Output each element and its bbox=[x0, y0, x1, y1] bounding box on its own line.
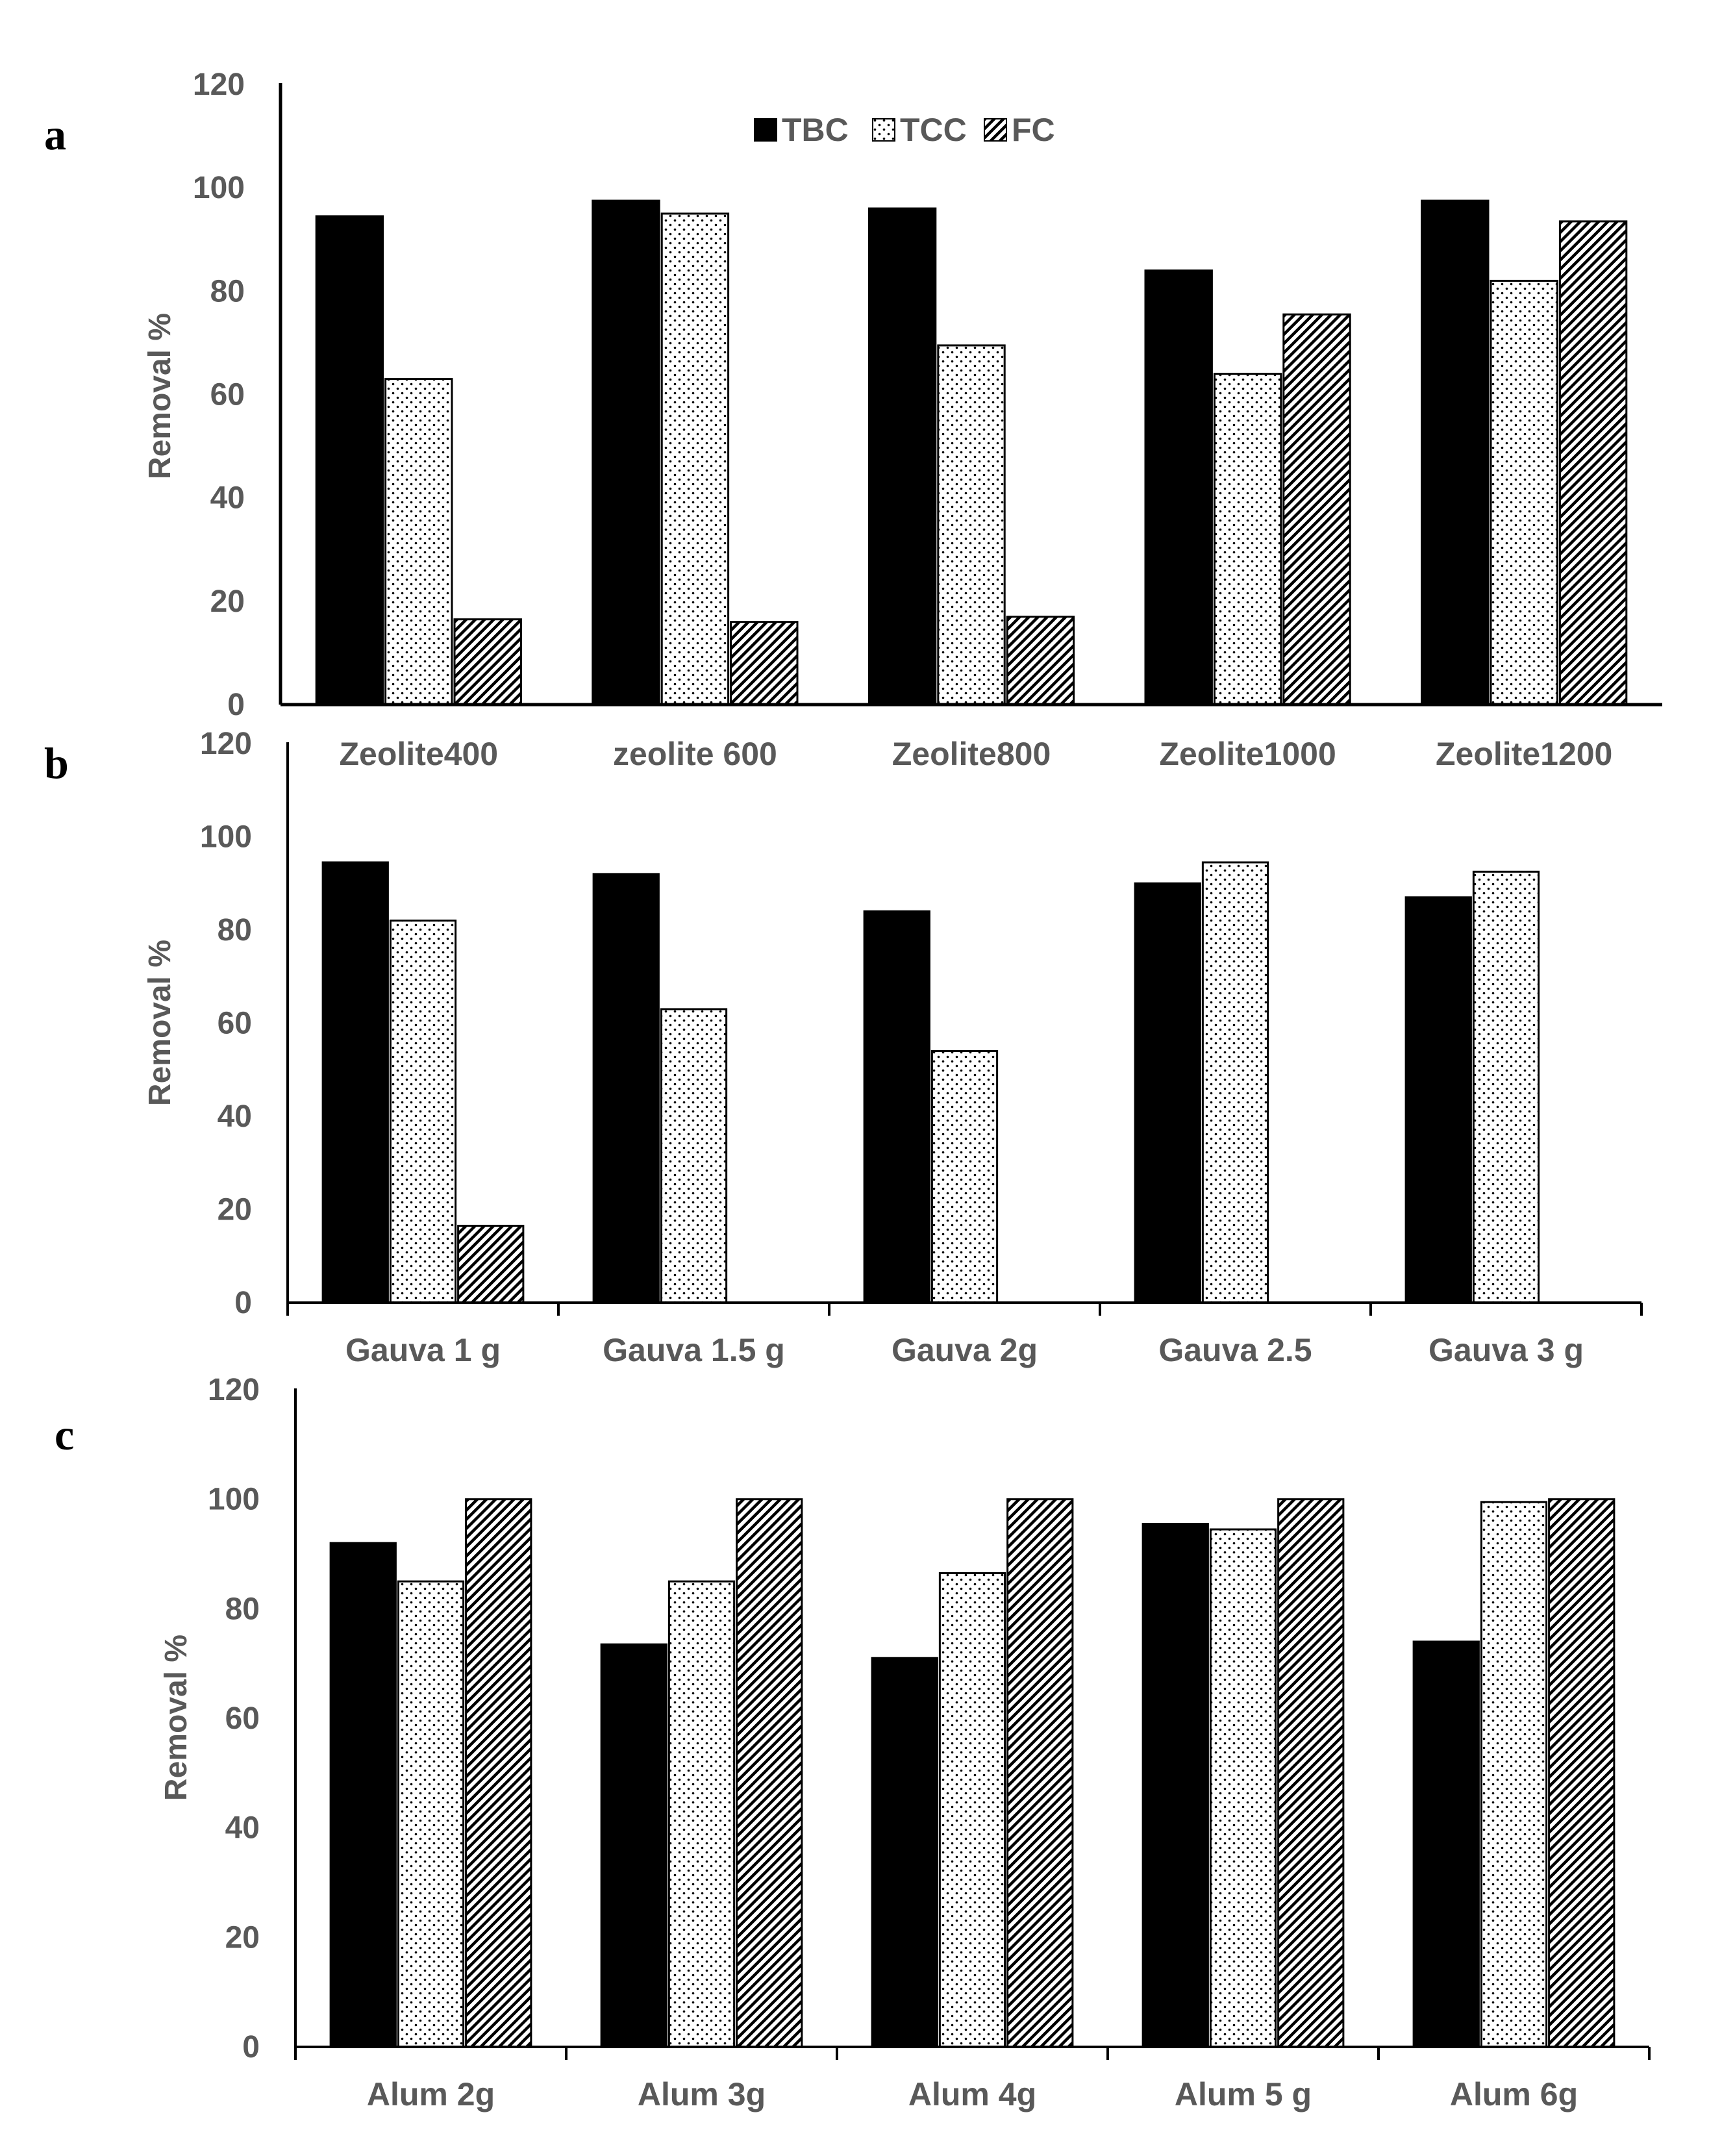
bar-fc bbox=[736, 1498, 803, 2048]
bar-tbc bbox=[592, 873, 660, 1304]
x-category-label: Gauva 3 g bbox=[1428, 1332, 1584, 1368]
y-tick-label: 100 bbox=[208, 1483, 260, 1517]
bar-tcc bbox=[1209, 1528, 1277, 2048]
x-category-label: Gauva 1.5 g bbox=[603, 1332, 785, 1368]
x-category-label: Alum 4g bbox=[908, 2076, 1036, 2112]
y-axis-label: Removal % bbox=[143, 313, 177, 479]
y-tick-label: 60 bbox=[218, 1007, 252, 1041]
bar-tbc bbox=[600, 1643, 667, 2048]
legend-swatch-tbc bbox=[754, 118, 777, 142]
x-category-label: zeolite 600 bbox=[613, 736, 777, 772]
y-tick-label: 120 bbox=[200, 727, 252, 761]
x-category-label: Gauva 2g bbox=[892, 1332, 1038, 1368]
bar-tcc bbox=[1213, 373, 1282, 706]
bar-fc bbox=[1277, 1498, 1345, 2048]
bar-tcc bbox=[384, 378, 453, 706]
x-category-label: Alum 6g bbox=[1450, 2076, 1578, 2112]
y-tick-label: 20 bbox=[218, 1193, 252, 1227]
x-category-label: Zeolite1000 bbox=[1159, 736, 1336, 772]
bar-tbc bbox=[1134, 882, 1201, 1304]
x-category-label: Gauva 2.5 bbox=[1158, 1332, 1312, 1368]
x-category-label: Alum 5 g bbox=[1175, 2076, 1312, 2112]
bar-tbc bbox=[871, 1657, 938, 2048]
bar-tcc bbox=[389, 920, 457, 1304]
chart-panel-c: 0 20 40 60 80 100 120 Removal % Alum 2g Alum 3g Al… bbox=[159, 1373, 1651, 2112]
bar-fc bbox=[1282, 313, 1351, 706]
legend-item-tbc: TBC bbox=[754, 112, 849, 148]
bar-tcc bbox=[938, 1572, 1006, 2048]
bar-tcc bbox=[667, 1580, 736, 2048]
chart-panel-a: 0 20 40 60 80 100 120 Removal % Zeolite400 zeolit… bbox=[143, 68, 1662, 772]
y-tick-label: 80 bbox=[218, 913, 252, 947]
legend-label-tcc: TCC bbox=[900, 112, 967, 148]
bar-tbc bbox=[863, 910, 930, 1304]
bar-tbc bbox=[1421, 199, 1490, 706]
bar-tcc bbox=[1201, 861, 1269, 1304]
bar-tcc bbox=[1480, 1501, 1548, 2048]
bar-tcc bbox=[1472, 870, 1540, 1304]
bar-fc bbox=[457, 1225, 525, 1304]
bar-tbc bbox=[329, 1542, 397, 2048]
y-tick-label: 80 bbox=[225, 1592, 260, 1626]
x-category-label: Zeolite800 bbox=[892, 736, 1051, 772]
y-tick-label: 20 bbox=[225, 1920, 260, 1955]
legend-swatch-fc bbox=[984, 118, 1007, 142]
y-tick-label: 60 bbox=[210, 378, 245, 412]
panel-letter-c: c bbox=[55, 1410, 74, 1459]
bar-tbc bbox=[1141, 1523, 1209, 2048]
bar-fc bbox=[465, 1498, 532, 2048]
bar-fc bbox=[1006, 1498, 1074, 2048]
bar-tbc bbox=[315, 215, 384, 706]
y-tick-label: 0 bbox=[227, 688, 245, 722]
y-axis-label: Removal % bbox=[159, 1635, 193, 1801]
x-category-label: Zeolite400 bbox=[340, 736, 499, 772]
x-category-label: Alum 2g bbox=[367, 2076, 495, 2112]
bar-fc bbox=[1558, 220, 1628, 706]
bar-tcc bbox=[397, 1580, 465, 2048]
y-tick-label: 100 bbox=[193, 171, 245, 205]
x-category-label: Gauva 1 g bbox=[345, 1332, 501, 1368]
y-tick-label: 0 bbox=[242, 2030, 260, 2064]
panel-letter-b: b bbox=[44, 738, 69, 788]
y-tick-label: 120 bbox=[208, 1373, 260, 1407]
y-tick-label: 120 bbox=[193, 68, 245, 102]
legend-swatch-tcc bbox=[872, 118, 895, 142]
y-tick-label: 40 bbox=[218, 1099, 252, 1134]
legend: TBC TCC FC bbox=[754, 112, 1055, 148]
legend-item-fc: FC bbox=[984, 112, 1055, 148]
y-tick-label: 100 bbox=[200, 820, 252, 855]
y-tick-label: 40 bbox=[225, 1811, 260, 1846]
chart-panel-b: 0 20 40 60 80 100 120 Removal % Gauva 1 g Gauva 1… bbox=[143, 727, 1643, 1368]
bar-tcc bbox=[660, 212, 730, 706]
bar-tcc bbox=[660, 1008, 728, 1304]
bar-tbc bbox=[1412, 1640, 1480, 2048]
bar-tcc bbox=[1490, 279, 1558, 706]
y-tick-label: 20 bbox=[210, 584, 245, 619]
bar-fc bbox=[730, 621, 799, 706]
legend-label-tbc: TBC bbox=[782, 112, 849, 148]
y-tick-label: 60 bbox=[225, 1701, 260, 1736]
y-axis-label: Removal % bbox=[143, 940, 177, 1106]
y-tick-label: 40 bbox=[210, 481, 245, 516]
bar-tbc bbox=[321, 861, 389, 1304]
y-tick-label: 0 bbox=[234, 1286, 252, 1320]
legend-label-fc: FC bbox=[1012, 112, 1055, 148]
y-tick-label: 80 bbox=[210, 274, 245, 308]
x-category-label: Zeolite1200 bbox=[1436, 736, 1612, 772]
panel-letter-a: a bbox=[44, 110, 66, 159]
bar-tcc bbox=[930, 1050, 999, 1304]
legend-item-tcc: TCC bbox=[872, 112, 967, 148]
bar-fc bbox=[453, 618, 522, 706]
x-category-label: Alum 3g bbox=[638, 2076, 766, 2112]
bar-fc bbox=[1006, 616, 1075, 706]
bar-tbc bbox=[1404, 896, 1472, 1304]
bar-fc bbox=[1548, 1498, 1615, 2048]
bar-tbc bbox=[592, 199, 660, 706]
bar-tbc bbox=[867, 207, 937, 706]
bar-tcc bbox=[937, 344, 1006, 706]
bar-tbc bbox=[1144, 270, 1213, 706]
